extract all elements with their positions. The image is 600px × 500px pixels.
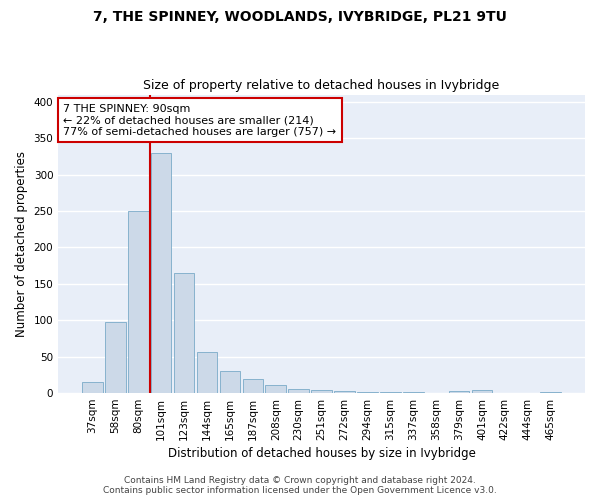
Bar (449, 391, 469, 393)
Bar (82, 382, 103, 393)
Bar (265, 385, 286, 393)
X-axis label: Distribution of detached houses by size in Ivybridge: Distribution of detached houses by size … (167, 447, 476, 460)
Bar (334, 391, 355, 393)
Bar (357, 392, 378, 393)
Bar (289, 390, 309, 393)
Bar (472, 390, 493, 393)
Bar (105, 322, 125, 393)
Bar (220, 371, 240, 393)
Bar (541, 392, 561, 393)
Text: 7 THE SPINNEY: 90sqm
← 22% of detached houses are smaller (214)
77% of semi-deta: 7 THE SPINNEY: 90sqm ← 22% of detached h… (64, 104, 337, 136)
Bar (380, 392, 401, 393)
Y-axis label: Number of detached properties: Number of detached properties (15, 151, 28, 337)
Title: Size of property relative to detached houses in Ivybridge: Size of property relative to detached ho… (143, 79, 500, 92)
Bar (174, 273, 194, 393)
Bar (197, 352, 217, 393)
Bar (128, 211, 149, 393)
Text: Contains HM Land Registry data © Crown copyright and database right 2024.
Contai: Contains HM Land Registry data © Crown c… (103, 476, 497, 495)
Text: 7, THE SPINNEY, WOODLANDS, IVYBRIDGE, PL21 9TU: 7, THE SPINNEY, WOODLANDS, IVYBRIDGE, PL… (93, 10, 507, 24)
Bar (151, 153, 172, 393)
Bar (242, 378, 263, 393)
Bar (403, 392, 424, 393)
Bar (311, 390, 332, 393)
